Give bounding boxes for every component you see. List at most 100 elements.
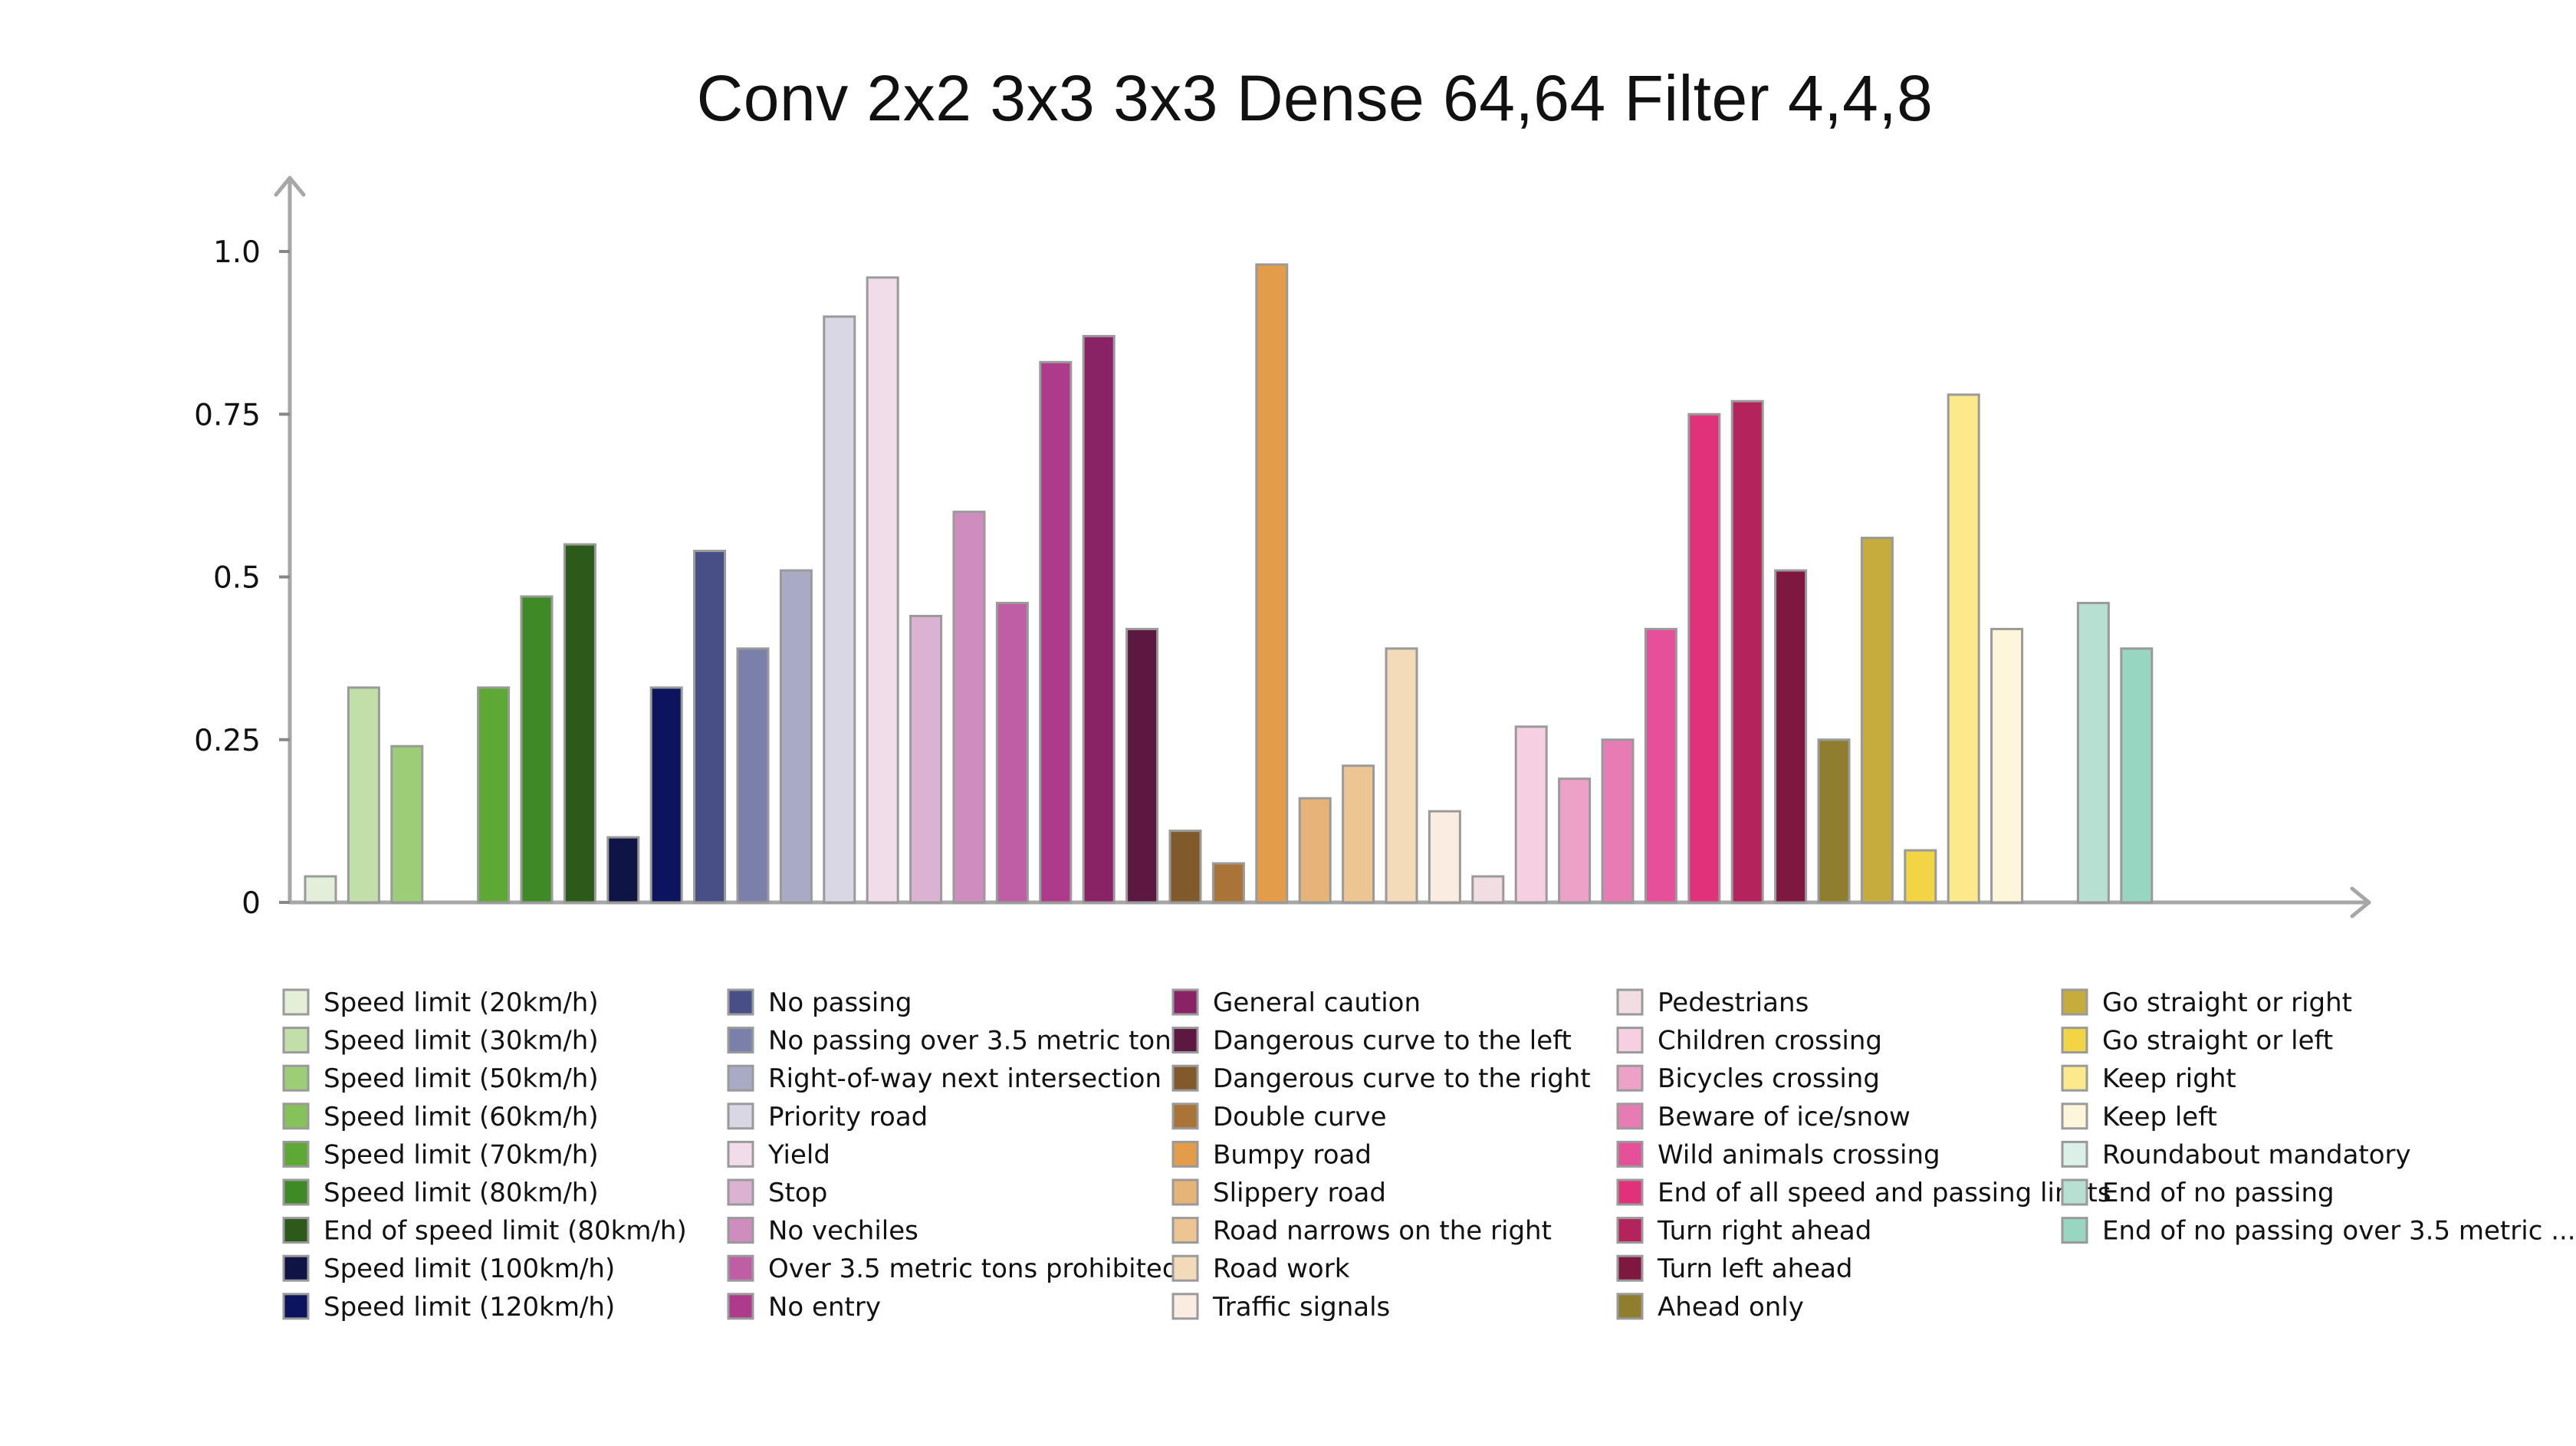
legend-swatch: [282, 1293, 310, 1320]
legend-label: Speed limit (120km/h): [324, 1292, 615, 1323]
bar: [1947, 393, 1980, 904]
chart-title: Conv 2x2 3x3 3x3 Dense 64,64 Filter 4,4,…: [696, 62, 1934, 134]
legend-label: Wild animals crossing: [1658, 1139, 1940, 1170]
bar: [1687, 412, 1721, 904]
legend-label: Speed limit (70km/h): [324, 1139, 599, 1170]
legend-swatch: [727, 988, 754, 1016]
bar: [1644, 627, 1677, 904]
bar: [2120, 647, 2154, 904]
bar: [2076, 601, 2110, 904]
bar: [477, 686, 511, 904]
legend-label: Bicycles crossing: [1658, 1063, 1880, 1094]
bar: [1601, 738, 1635, 904]
legend-label: Slippery road: [1213, 1178, 1386, 1208]
bar: [866, 276, 899, 904]
legend-swatch: [727, 1217, 754, 1244]
legend-swatch: [282, 1064, 310, 1092]
bar: [347, 686, 380, 904]
legend-label: Children crossing: [1658, 1026, 1882, 1057]
legend-label: Speed limit (50km/h): [324, 1063, 599, 1094]
legend-label: Dangerous curve to the left: [1213, 1026, 1572, 1057]
legend-swatch: [2061, 988, 2088, 1016]
bar: [606, 836, 640, 904]
bar: [1385, 647, 1418, 904]
bar: [1730, 399, 1764, 904]
bar: [1428, 810, 1461, 904]
bar: [1558, 777, 1592, 904]
y-tick-label: 1.0: [213, 235, 261, 270]
legend-label: No passing: [768, 988, 912, 1018]
legend-swatch: [1616, 1027, 1644, 1054]
legend-swatch: [282, 1103, 310, 1130]
bar: [1168, 830, 1202, 904]
legend-label: No passing over 3.5 metric tons: [768, 1026, 1184, 1057]
legend-label: End of no passing over 3.5 metric ...: [2102, 1216, 2576, 1247]
legend-label: No vechiles: [768, 1216, 918, 1247]
legend-swatch: [1616, 1293, 1644, 1320]
legend-label: Stop: [768, 1178, 827, 1208]
bar: [995, 601, 1029, 904]
legend-label: Over 3.5 metric tons prohibited: [768, 1254, 1178, 1284]
legend-label: Double curve: [1213, 1102, 1387, 1132]
y-tick-label: 0.75: [194, 398, 261, 432]
bar: [1817, 738, 1851, 904]
legend-label: Road narrows on the right: [1213, 1216, 1552, 1247]
legend-swatch: [727, 1103, 754, 1130]
legend-swatch: [1171, 1064, 1199, 1092]
legend-swatch: [1616, 988, 1644, 1016]
legend-swatch: [282, 1027, 310, 1054]
legend-swatch: [1616, 1140, 1644, 1168]
bar: [1082, 334, 1116, 904]
bar: [563, 543, 596, 904]
legend-swatch: [1616, 1254, 1644, 1282]
legend-swatch: [727, 1064, 754, 1092]
legend-label: Keep right: [2102, 1063, 2236, 1094]
legend-swatch: [2061, 1103, 2088, 1130]
legend-swatch: [727, 1027, 754, 1054]
y-tick-label: 0: [242, 886, 261, 921]
bar: [304, 875, 337, 904]
legend-swatch: [1171, 1178, 1199, 1206]
legend-label: Dangerous curve to the right: [1213, 1063, 1591, 1094]
y-tick-label: 0.5: [213, 561, 261, 596]
legend-label: Right-of-way next intersection: [768, 1063, 1162, 1094]
legend-label: Speed limit (100km/h): [324, 1254, 615, 1284]
legend-label: Ahead only: [1658, 1292, 1804, 1323]
y-axis-arrow: [274, 176, 306, 197]
bar: [1298, 797, 1332, 904]
bar: [909, 614, 943, 904]
legend-label: Speed limit (20km/h): [324, 988, 599, 1018]
legend-label: Turn left ahead: [1657, 1254, 1853, 1284]
legend-swatch: [282, 1254, 310, 1282]
bar: [1039, 360, 1073, 904]
legend-label: End of no passing: [2102, 1178, 2334, 1208]
x-axis-arrow: [2350, 886, 2371, 919]
y-tick-label: 0.25: [194, 724, 261, 758]
legend-label: Keep left: [2102, 1102, 2217, 1132]
legend-swatch: [282, 1140, 310, 1168]
legend-swatch: [2061, 1178, 2088, 1206]
legend-label: Go straight or left: [2102, 1026, 2333, 1057]
legend-swatch: [727, 1178, 754, 1206]
legend-swatch: [1616, 1103, 1644, 1130]
legend-label: Priority road: [768, 1102, 928, 1132]
legend-label: No entry: [768, 1292, 881, 1323]
legend-swatch: [1171, 1140, 1199, 1168]
bar: [1860, 537, 1894, 904]
legend-label: Go straight or right: [2102, 988, 2352, 1018]
legend-swatch: [1171, 1293, 1199, 1320]
legend-swatch: [1171, 1103, 1199, 1130]
legend-swatch: [1616, 1217, 1644, 1244]
legend-label: Speed limit (60km/h): [324, 1102, 599, 1132]
legend-swatch: [1171, 1027, 1199, 1054]
legend-swatch: [727, 1140, 754, 1168]
bar: [952, 511, 986, 904]
legend-label: End of speed limit (80km/h): [324, 1216, 687, 1247]
bar: [390, 744, 424, 904]
legend-label: Beware of ice/snow: [1658, 1102, 1911, 1132]
legend-label: Road work: [1213, 1254, 1350, 1284]
legend-swatch: [727, 1293, 754, 1320]
legend-label: Yield: [767, 1139, 830, 1170]
legend: Speed limit (20km/h) Speed limit (30km/h)…: [282, 988, 2576, 1323]
